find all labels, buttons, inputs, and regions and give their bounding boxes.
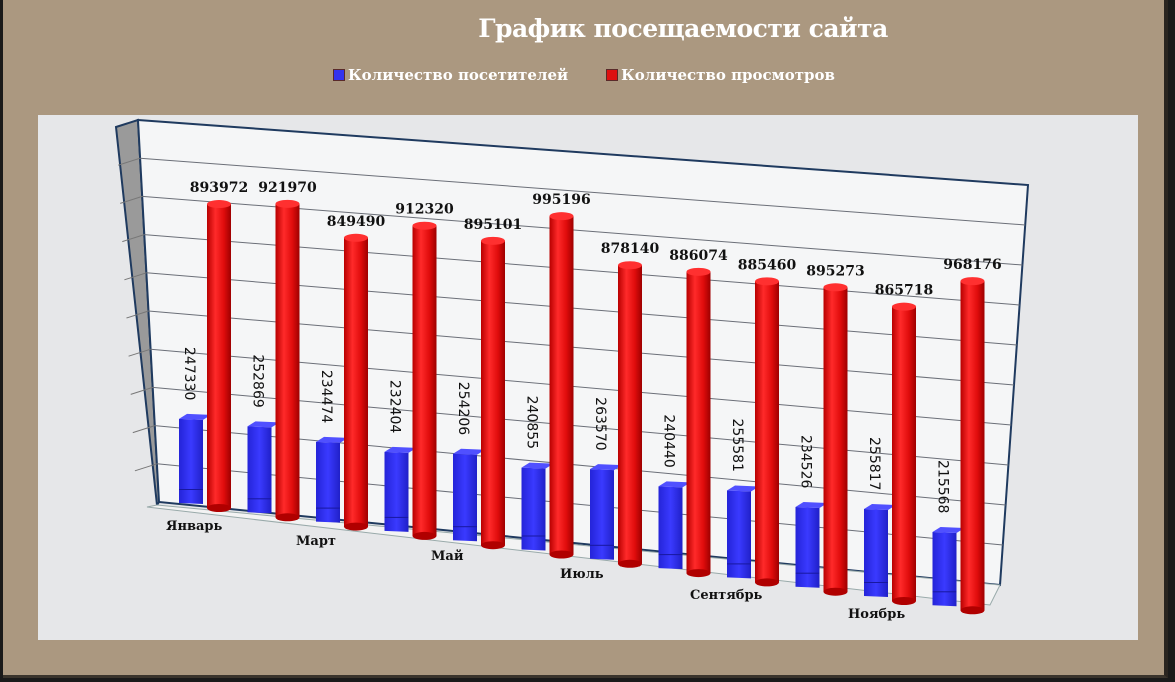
bar-visitors [727,485,759,579]
chart-title: График посещаемости сайта [478,14,888,43]
bar-visitors [864,504,896,597]
bar-visitors [453,448,485,542]
data-label-views: 895273 [806,263,864,279]
bar-visitors [590,464,622,560]
legend: Количество посетителей Количество просмо… [333,66,835,84]
data-label-visitors: 247330 [181,347,197,400]
bar-visitors [247,421,280,514]
data-label-views: 865718 [875,283,933,299]
data-label-visitors: 255817 [866,437,882,490]
x-axis-label: Ноябрь [848,607,905,622]
bar-visitors [932,527,965,607]
data-label-views: 995196 [532,192,590,208]
legend-item-visitors: Количество посетителей [333,66,568,84]
bar-visitors [179,413,211,504]
bar-visitors [316,436,348,523]
legend-label-visitors: Количество посетителей [348,66,569,84]
data-label-visitors: 252869 [250,354,266,407]
data-label-visitors: 234474 [318,370,334,424]
data-label-views: 968176 [943,257,1001,273]
chart-canvas: 247330 893972 252869 921970 234474 849490 2324… [114,118,1030,622]
bar-views [686,267,711,578]
x-axis-label: Сентябрь [690,588,763,603]
data-label-visitors: 232404 [387,380,403,434]
bar-views [755,277,779,587]
data-label-visitors: 215568 [935,460,951,513]
x-axis-label: Январь [166,519,223,534]
bar-views [275,199,300,522]
data-label-views: 921970 [258,180,317,196]
bar-views [481,236,505,550]
data-label-views: 878140 [601,241,660,257]
bar-views [549,212,574,559]
bar-views [412,221,437,540]
bar-views [618,261,642,568]
data-label-views: 893972 [190,180,248,196]
bar-visitors [521,462,554,551]
data-label-views: 849490 [327,214,386,230]
legend-label-views: Количество просмотров [621,66,835,84]
x-axis-label: Июль [560,567,604,582]
bar-visitors [658,481,691,570]
data-label-views: 885460 [738,257,797,273]
data-label-visitors: 255581 [729,419,745,472]
legend-swatch-blue-icon [333,69,345,81]
data-label-visitors: 234526 [798,435,814,489]
data-label-views: 912320 [395,202,454,218]
data-label-visitors: 263570 [592,397,608,450]
data-label-visitors: 240440 [661,414,677,467]
x-axis-label: Май [431,549,464,564]
legend-swatch-red-icon [606,69,619,81]
bar-visitors [384,446,417,532]
data-label-views: 886074 [669,248,728,264]
legend-item-views: Количество просмотров [606,66,835,84]
data-label-views: 895101 [464,217,522,233]
bar-views [960,277,985,615]
bar-visitors [795,501,828,588]
data-label-visitors: 254206 [455,382,471,436]
x-axis-label: Март [296,534,336,549]
plot-area: 247330 893972 252869 921970 234474 849490 2324… [38,115,1138,640]
bar-views [892,302,916,605]
bar-views [207,200,231,512]
bar-views [823,283,848,596]
bar-views [344,233,368,531]
data-label-visitors: 240855 [524,396,540,449]
